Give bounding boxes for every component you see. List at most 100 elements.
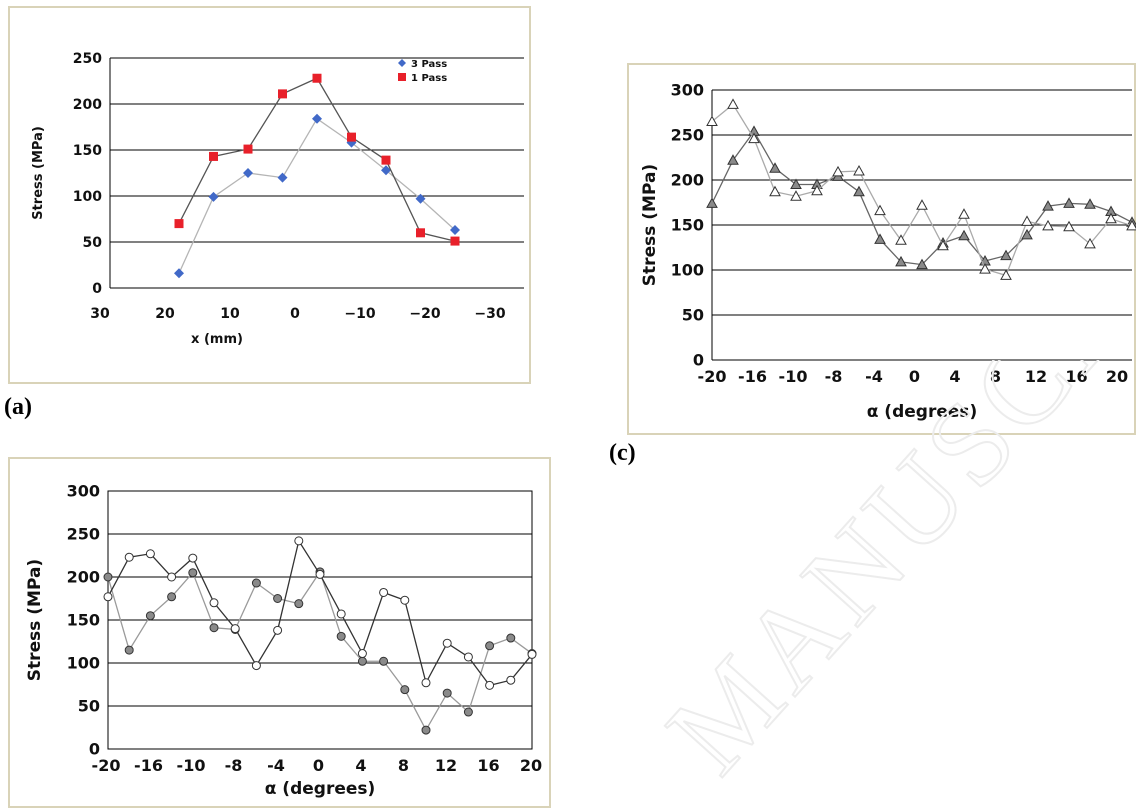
chart-b-svg: 0 50 100 150 200 250 300 -20 -16 -10 -8 -4 0 4 8 12 16 20…	[25, 482, 542, 799]
data-point	[1063, 197, 1075, 208]
data-point	[450, 225, 460, 236]
data-point	[979, 263, 991, 274]
data-point	[103, 592, 113, 602]
data-point	[811, 184, 823, 196]
x-tick-label: -4	[865, 367, 883, 386]
data-point	[379, 656, 389, 666]
data-point	[336, 609, 346, 619]
data-point	[381, 165, 391, 176]
data-point	[1000, 249, 1012, 261]
y-tick-label: 100	[671, 261, 704, 280]
x-tick-label: 0	[909, 367, 920, 386]
x-tick-label: 16	[1065, 367, 1087, 386]
x-tick-label: -8	[225, 756, 243, 775]
data-point	[485, 680, 495, 690]
y-tick-label: 250	[73, 51, 102, 67]
data-point	[243, 168, 253, 178]
y-tick-label: 50	[83, 235, 103, 251]
x-tick-label: -16	[738, 367, 767, 386]
data-point	[958, 208, 970, 219]
x-tick-label: 16	[477, 756, 499, 775]
data-point	[416, 228, 425, 238]
data-point	[312, 113, 322, 124]
y-axis-title: Stress (MPa)	[25, 559, 45, 681]
x-axis-title: α (degrees)	[265, 779, 376, 799]
data-point	[790, 190, 802, 201]
data-point	[442, 638, 452, 648]
chart-panel-b: 0 50 100 150 200 250 300 -20 -16 -10 -8 -4 0 4 8 12 16 20…	[8, 457, 551, 808]
y-tick-label: 200	[671, 171, 704, 190]
y-tick-label: 0	[89, 740, 100, 759]
data-point	[209, 623, 219, 633]
x-tick-label: -10	[779, 367, 808, 386]
data-point	[188, 553, 198, 563]
data-point	[336, 631, 346, 641]
data-point	[273, 625, 283, 635]
y-tick-label: 150	[67, 611, 100, 630]
x-tick-label: 20	[1106, 367, 1128, 386]
data-point	[103, 572, 113, 582]
series-line	[178, 77, 456, 242]
y-axis-title: Stress (MPa)	[640, 164, 660, 286]
data-point	[506, 675, 516, 685]
y-axis-title: Stress (MPa)	[31, 126, 46, 220]
data-point	[1021, 228, 1033, 240]
data-point	[769, 185, 781, 197]
data-point	[347, 132, 356, 142]
x-axis-title: α (degrees)	[867, 402, 978, 422]
x-tick-label: −30	[474, 306, 505, 322]
data-point	[357, 649, 367, 659]
x-tick-label: −20	[409, 306, 440, 322]
data-point	[312, 73, 322, 83]
data-point	[145, 549, 155, 559]
data-point	[379, 587, 389, 597]
data-point	[442, 688, 452, 698]
data-point	[124, 552, 134, 562]
data-point	[251, 661, 261, 671]
data-point	[1084, 198, 1096, 209]
data-point	[485, 641, 495, 651]
data-point	[188, 568, 198, 578]
data-point	[853, 164, 865, 176]
data-point	[727, 154, 739, 165]
data-point	[874, 233, 886, 244]
data-point	[853, 185, 865, 197]
x-tick-label: -8	[825, 367, 843, 386]
y-tick-label: 300	[67, 482, 100, 501]
data-point	[208, 191, 219, 202]
data-point	[294, 536, 304, 546]
x-tick-label: 20	[155, 306, 175, 322]
x-tick-label: −10	[344, 306, 375, 322]
data-point	[400, 685, 410, 695]
y-tick-label: 50	[78, 697, 100, 716]
data-point	[790, 178, 802, 189]
data-point	[357, 656, 367, 666]
y-tick-label: 100	[67, 654, 100, 673]
y-tick-label: 100	[73, 189, 102, 205]
data-point	[421, 725, 431, 735]
y-tick-label: 0	[92, 281, 102, 297]
chart-panel-c: 0 50 100 150 200 250 300 -20 -16 -10 -8 -4 0 4 8 12 16 20…	[627, 63, 1136, 435]
data-point	[167, 572, 177, 582]
data-point	[1105, 212, 1117, 224]
x-tick-label: 10	[220, 306, 240, 322]
data-point	[450, 236, 460, 246]
panel-label-c: (c)	[609, 440, 636, 466]
chart-panel-a: 0 50 100 150 200 250 30 20 10 0 −10 −20 −30 x (mm) Str…	[8, 6, 531, 384]
x-tick-label: -20	[698, 367, 727, 386]
data-point	[874, 204, 886, 216]
y-tick-label: 200	[67, 568, 100, 587]
data-point	[937, 239, 949, 251]
data-point	[1000, 269, 1012, 280]
y-tick-label: 250	[671, 126, 704, 145]
x-tick-label: 4	[949, 367, 960, 386]
x-tick-label: 0	[313, 756, 324, 775]
y-tick-label: 200	[73, 97, 102, 113]
data-point	[278, 89, 287, 99]
x-tick-label: -4	[267, 756, 285, 775]
y-tick-label: 250	[67, 525, 100, 544]
data-point	[174, 219, 184, 229]
x-tick-label: -16	[134, 756, 163, 775]
data-point	[400, 595, 410, 605]
x-tick-label: 8	[398, 756, 409, 775]
